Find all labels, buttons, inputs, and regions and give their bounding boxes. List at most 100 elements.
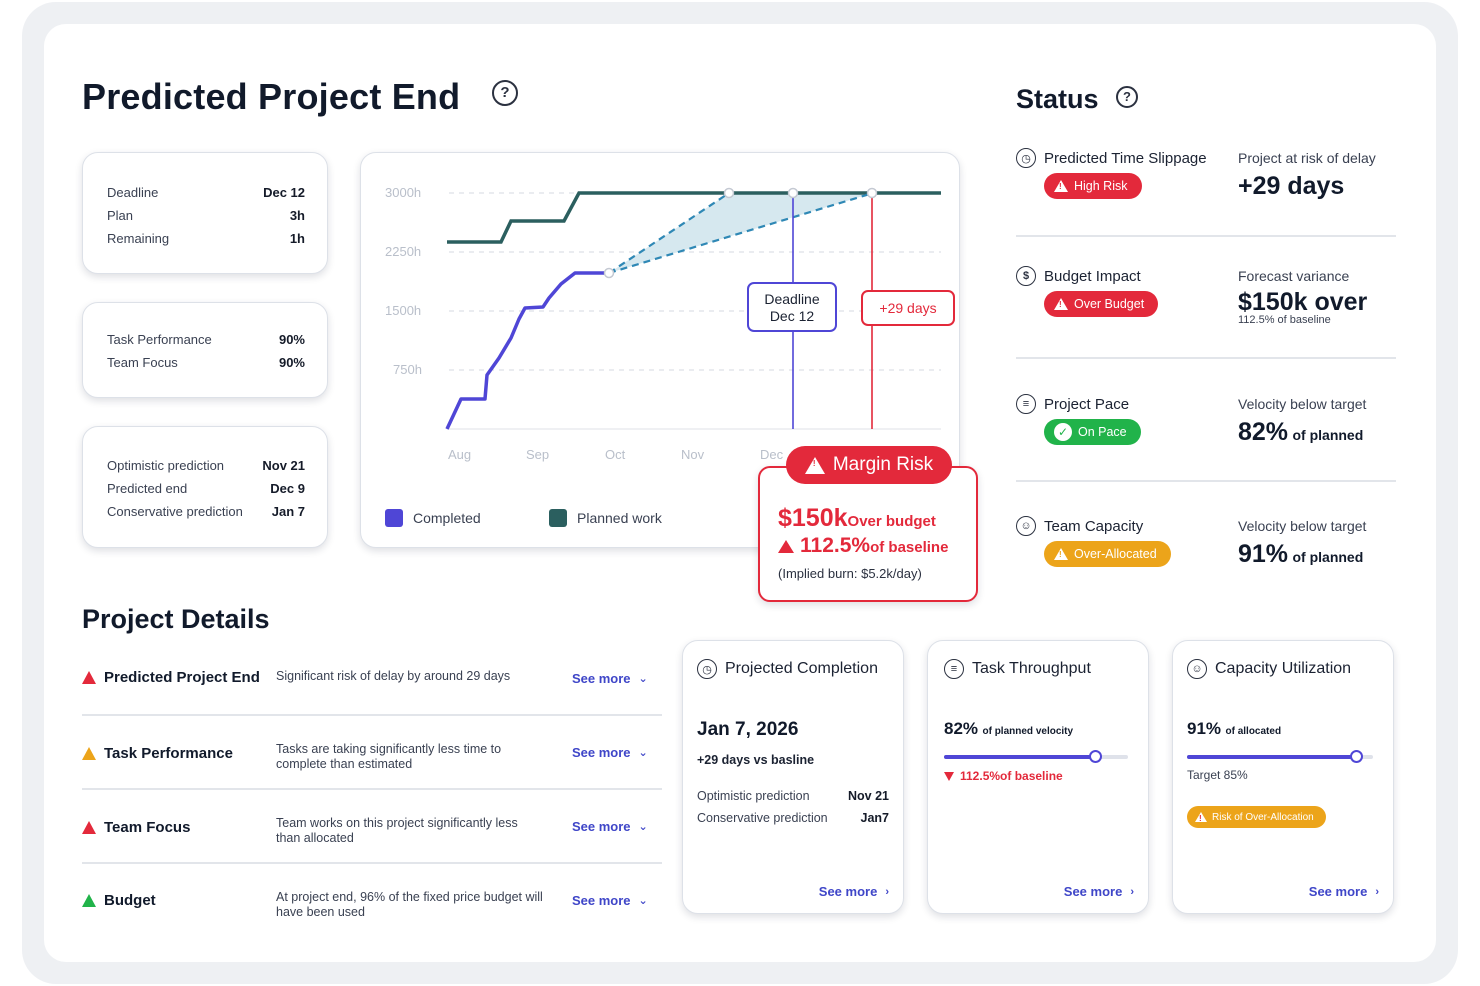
details-divider xyxy=(82,788,662,790)
capacity-target: Target 85% xyxy=(1187,768,1248,782)
see-more-link[interactable]: See more ⌄ xyxy=(572,893,648,908)
planned-work-line xyxy=(447,191,941,244)
warning-icon xyxy=(1054,548,1068,560)
summary-row: Remaining 1h xyxy=(107,231,305,246)
chevron-down-icon: ⌄ xyxy=(638,895,648,907)
throughput-progress-track xyxy=(944,750,1128,763)
projected-delta: +29 days vs basline xyxy=(697,753,815,767)
down-triangle-icon xyxy=(944,771,954,781)
grid-lines xyxy=(449,192,941,430)
task-throughput-card: ≡ Task Throughput 82% of planned velocity… xyxy=(927,640,1149,914)
margin-percent: 112.5%of baseline xyxy=(778,534,948,558)
chevron-right-icon: › xyxy=(885,885,889,898)
chart-point xyxy=(787,187,799,199)
legend-planned: Planned work xyxy=(549,509,662,527)
x-tick-label: Oct xyxy=(605,447,626,462)
deadline-callout: Deadline Dec 12 xyxy=(747,282,837,332)
page-title: Predicted Project End xyxy=(82,76,461,117)
check-icon: ✓ xyxy=(1054,423,1072,441)
status-caption: Project at risk of delay xyxy=(1238,150,1376,166)
status-badge: ✓ On Pace xyxy=(1044,419,1141,445)
project-end-chart: 3000h 2250h 1500h 750h Aug Sep Oct Nov D… xyxy=(385,185,941,462)
status-help-icon[interactable]: ? xyxy=(1116,86,1138,108)
warning-icon xyxy=(1195,812,1207,823)
capacity-progress-track xyxy=(1187,750,1373,763)
throughput-progress-fill xyxy=(944,755,1095,759)
chevron-down-icon: ⌄ xyxy=(638,747,648,759)
status-value: +29 days xyxy=(1238,172,1345,200)
prediction-card: Optimistic prediction Nov 21 Predicted en… xyxy=(82,426,328,548)
x-tick-label: Aug xyxy=(448,447,471,462)
performance-card: Task Performance 90% Team Focus 90% xyxy=(82,302,328,398)
status-caption: Velocity below target xyxy=(1238,518,1367,534)
summary-row: Predicted end Dec 9 xyxy=(107,481,305,496)
detail-description: At project end, 96% of the fixed price b… xyxy=(276,890,543,919)
status-value: 82% of planned xyxy=(1238,418,1364,446)
detail-description: Tasks are taking significantly less time… xyxy=(276,742,502,771)
chart-point xyxy=(723,187,735,199)
summary-row: Optimistic prediction Nov 21 xyxy=(107,458,305,473)
summary-row: Plan 3h xyxy=(107,208,305,223)
see-more-link[interactable]: See more › xyxy=(818,884,889,899)
detail-description: Significant risk of delay by around 29 d… xyxy=(276,669,511,683)
y-tick-label: 2250h xyxy=(385,244,421,259)
status-row-budget: $Budget Impact Over Budget Forecast vari… xyxy=(1016,266,1396,326)
warning-icon xyxy=(82,747,96,760)
summary-row: Team Focus 90% xyxy=(107,355,305,370)
capacity-progress-knob xyxy=(1350,750,1363,763)
margin-risk-card: $150kOver budget 112.5%of baseline (Impl… xyxy=(758,466,978,602)
status-row-slippage: ◷Predicted Time Slippage High Risk Proje… xyxy=(1016,148,1396,200)
conservative-trend-line xyxy=(608,191,874,275)
x-tick-label: Nov xyxy=(681,447,705,462)
warning-icon xyxy=(82,671,96,684)
chevron-right-icon: › xyxy=(1130,885,1134,898)
completed-line xyxy=(445,271,609,430)
see-more-link[interactable]: See more ⌄ xyxy=(572,819,648,834)
status-row-pace: ≡ Project Pace ✓ On Pace Velocity below ta… xyxy=(1016,394,1396,446)
chevron-down-icon: ⌄ xyxy=(638,673,648,685)
projected-date: Jan 7, 2026 xyxy=(697,719,799,740)
help-icon[interactable]: ? xyxy=(492,80,518,106)
x-tick-label: Dec xyxy=(760,447,784,462)
capacity-value: 91% of allocated xyxy=(1187,719,1282,738)
details-divider xyxy=(82,714,662,716)
summary-row: Deadline Dec 12 xyxy=(107,185,305,200)
see-more-link[interactable]: See more ⌄ xyxy=(572,671,648,686)
throughput-icon: ≡ xyxy=(944,659,964,679)
see-more-link[interactable]: See more ⌄ xyxy=(572,745,648,760)
throughput-progress-knob xyxy=(1089,750,1102,763)
status-badge: Over Budget xyxy=(1044,291,1159,317)
chevron-right-icon: › xyxy=(1375,885,1379,898)
status-row-capacity: ☺Team Capacity Over-Allocated Velocity b… xyxy=(1016,516,1396,568)
legend-swatch xyxy=(549,509,567,527)
summary-row: Task Performance 90% xyxy=(107,332,305,347)
warning-icon xyxy=(82,821,96,834)
throughput-value: 82% of planned velocity xyxy=(944,719,1074,738)
status-caption: Forecast variance xyxy=(1238,268,1350,284)
see-more-link[interactable]: See more › xyxy=(1063,884,1134,899)
status-caption: Velocity below target xyxy=(1238,396,1367,412)
projected-row: Optimistic prediction Nov 21 xyxy=(697,789,889,803)
details-title: Project Details xyxy=(82,604,270,634)
warning-icon xyxy=(1054,298,1068,310)
y-tick-label: 3000h xyxy=(385,185,421,200)
optimistic-trend-line xyxy=(608,192,730,274)
status-divider xyxy=(1016,357,1396,359)
legend-swatch xyxy=(385,509,403,527)
margin-note: (Implied burn: $5.2k/day) xyxy=(778,566,922,581)
chart-point xyxy=(603,267,615,279)
status-value: $150k over xyxy=(1238,288,1368,316)
detail-description: Team works on this project significantly… xyxy=(276,816,518,845)
warning-icon xyxy=(82,894,96,907)
see-more-link[interactable]: See more › xyxy=(1308,884,1379,899)
details-divider xyxy=(82,862,662,864)
chevron-down-icon: ⌄ xyxy=(638,821,648,833)
dollar-icon: $ xyxy=(1016,266,1036,286)
detail-row: Budget At project end, 96% of the fixed … xyxy=(82,888,662,924)
clock-icon: ◷ xyxy=(1016,148,1036,168)
up-triangle-icon xyxy=(778,539,794,553)
y-tick-label: 1500h xyxy=(385,303,421,318)
deadline-card: Deadline Dec 12 Plan 3h Remaining 1h xyxy=(82,152,328,274)
pace-icon: ≡ xyxy=(1016,394,1036,414)
detail-row: Predicted Project End Significant risk o… xyxy=(82,666,662,696)
